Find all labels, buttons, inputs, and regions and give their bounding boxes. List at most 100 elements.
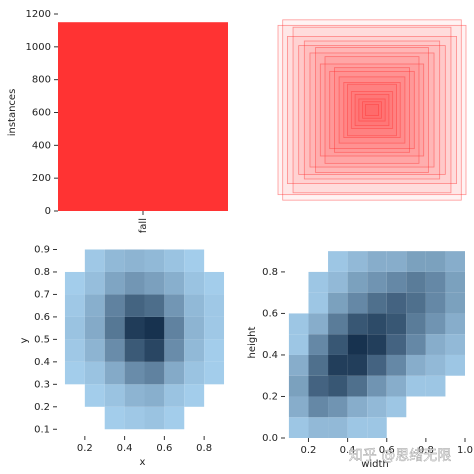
label-box <box>362 101 382 119</box>
hist-cell <box>104 271 125 295</box>
hist-cell <box>347 396 368 418</box>
hist-cell <box>445 292 465 314</box>
hist-cell <box>144 249 165 272</box>
x-axis-label: x <box>140 457 146 468</box>
hist-cell <box>144 361 165 385</box>
y-tick-label: 0.9 <box>34 244 50 255</box>
hist-cell <box>425 354 446 376</box>
hist-cell <box>64 271 85 295</box>
y-axis-label: y <box>19 337 30 343</box>
hist-cell <box>406 354 426 376</box>
y-tick-label: 0.6 <box>262 308 278 319</box>
hist-cell <box>425 292 446 314</box>
hist-cell <box>367 292 387 314</box>
y-tick-label: 0.2 <box>262 391 278 402</box>
hist-cell <box>288 313 309 335</box>
hist-cell <box>288 375 309 397</box>
y-tick-label: 0.2 <box>34 402 50 413</box>
hist-cell <box>328 417 348 438</box>
hist-cell <box>144 384 165 407</box>
hist-cell <box>406 375 426 397</box>
hist-cell <box>84 294 105 317</box>
x-tick-label: 0.6 <box>379 445 395 456</box>
hist-cell <box>425 251 446 272</box>
hist-cell <box>445 334 465 355</box>
hist-cell <box>347 251 368 272</box>
label-box <box>354 93 390 127</box>
hist-cell <box>308 417 329 438</box>
hist-cell <box>328 271 348 293</box>
hist-cell <box>347 354 368 376</box>
hist-cell <box>144 339 165 362</box>
hist-cell <box>328 334 348 355</box>
y-tick-label: 1000 <box>26 42 51 53</box>
hist-cell <box>425 271 446 293</box>
hist-cell <box>288 334 309 355</box>
y-tick-label: 0.6 <box>34 312 50 323</box>
hist-cell <box>328 251 348 272</box>
hist-cell <box>104 406 125 430</box>
label-box <box>277 24 467 196</box>
hist-cell <box>164 361 185 385</box>
hist-cell <box>84 361 105 385</box>
hist-cell <box>308 375 329 397</box>
hist-cell <box>367 334 387 355</box>
x-tick-label: 0.8 <box>418 445 434 456</box>
label-box <box>282 19 462 201</box>
y-axis-label: instances <box>7 89 18 137</box>
y-tick-label: 0 <box>45 206 51 217</box>
hist-cell <box>406 313 426 335</box>
hist-cell <box>308 313 329 335</box>
hist-cell <box>124 294 145 317</box>
hist-cell <box>406 251 426 272</box>
hist-cell <box>144 406 165 430</box>
label-box <box>347 83 397 137</box>
hist-cell <box>204 361 225 385</box>
hist-cell <box>104 249 125 272</box>
watermark: 知乎 @思绪无限 <box>349 447 451 464</box>
hist-cell <box>64 294 85 317</box>
hist-cell <box>84 339 105 362</box>
hist-cell <box>124 406 145 430</box>
y-tick-label: 800 <box>32 75 51 86</box>
hist-cell <box>204 294 225 317</box>
y-tick-label: 0.5 <box>34 334 50 345</box>
x-tick-label: 0.4 <box>117 443 133 454</box>
hist-cell <box>406 334 426 355</box>
hist-cell <box>386 292 407 314</box>
hist-cell <box>104 294 125 317</box>
hist-cell <box>386 396 407 418</box>
label-box <box>333 67 410 153</box>
label-box <box>350 91 394 129</box>
hist-cell <box>124 249 145 272</box>
hist-cell <box>64 316 85 340</box>
hist-cell <box>204 271 225 295</box>
hist-cell <box>406 292 426 314</box>
y-tick-label: 0.0 <box>262 433 278 444</box>
hist-cell <box>84 316 105 340</box>
hist-cell <box>84 271 105 295</box>
hist-cell <box>124 271 145 295</box>
hist-cell <box>347 375 368 397</box>
hist-cell <box>386 271 407 293</box>
hist-cell <box>347 334 368 355</box>
hist-cell <box>445 313 465 335</box>
hist-cell <box>124 361 145 385</box>
hist-cell <box>164 384 185 407</box>
hist-cell <box>164 294 185 317</box>
x-tick-label: 0.4 <box>340 445 356 456</box>
hist-cell <box>104 384 125 407</box>
hist-cell <box>104 361 125 385</box>
hist-cell <box>347 417 368 438</box>
label-box <box>292 26 452 194</box>
hist-cell <box>386 251 407 272</box>
y-tick-label: 400 <box>32 140 51 151</box>
y-tick-label: 0.1 <box>34 424 50 435</box>
hist-cell <box>144 316 165 340</box>
y-axis-label: height <box>247 326 258 358</box>
hist-cell <box>367 375 387 397</box>
hist-cell <box>308 396 329 418</box>
hist-cell <box>347 292 368 314</box>
x-tick-label: 0.2 <box>77 443 93 454</box>
